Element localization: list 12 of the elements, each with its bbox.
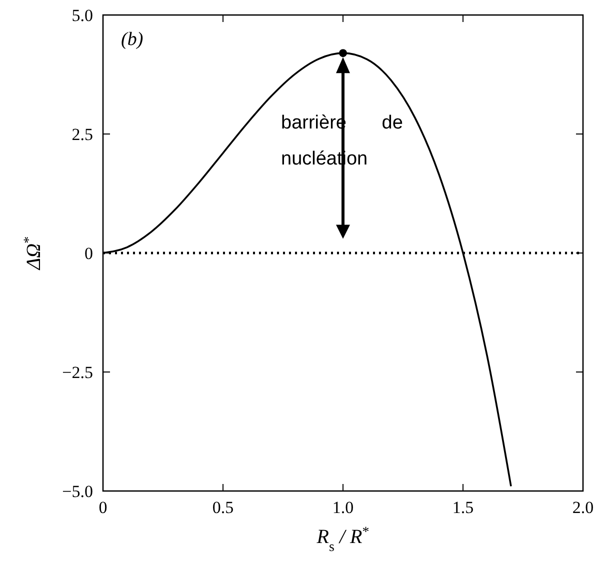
annotation: (b) xyxy=(121,29,144,50)
y-tick-label: 0 xyxy=(84,244,93,263)
x-tick-label: 1.5 xyxy=(452,498,474,517)
y-tick-label: −2.5 xyxy=(62,363,93,382)
x-axis-title: R$_{s}$ / R$^{*}$ xyxy=(316,524,370,554)
y-tick-label: 5.0 xyxy=(72,6,93,25)
x-tick-label: 1.0 xyxy=(332,498,354,517)
y-tick-label: −5.0 xyxy=(62,482,93,501)
y-tick-label: 2.5 xyxy=(72,125,93,144)
x-tick-label: 0.5 xyxy=(212,498,234,517)
x-tick-label: 2.0 xyxy=(572,498,594,517)
x-tick-label: 0 xyxy=(98,498,108,517)
